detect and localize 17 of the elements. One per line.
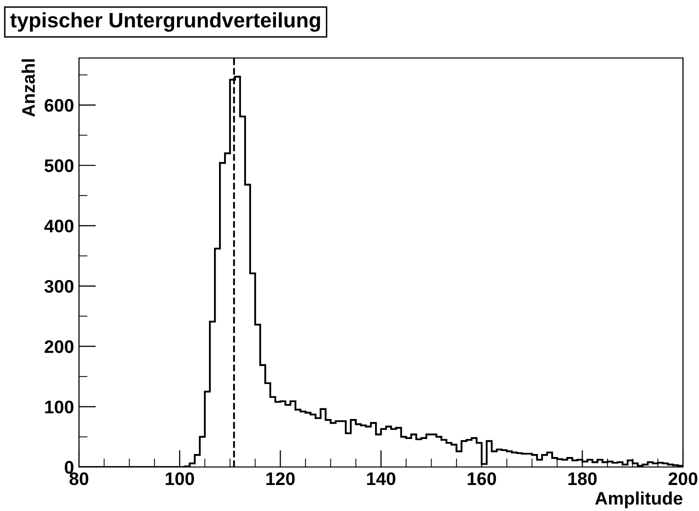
y-tick-label: 100 — [45, 400, 74, 414]
x-tick-label: 80 — [70, 472, 88, 486]
y-tick-label: 600 — [44, 98, 74, 112]
y-tick-label: 0 — [64, 460, 74, 474]
x-tick-label: 160 — [468, 472, 496, 486]
chart-title: typischer Untergrundverteilung — [10, 12, 320, 32]
x-tick-label: 120 — [266, 472, 295, 486]
y-axis-title: Anzahl — [22, 59, 35, 117]
x-tick-label: 100 — [166, 472, 194, 486]
x-tick-label: 140 — [367, 472, 396, 486]
y-tick-label: 300 — [44, 280, 74, 293]
x-tick-label: 180 — [568, 472, 597, 486]
x-tick-label: 200 — [668, 472, 698, 486]
y-tick-label: 500 — [44, 159, 74, 172]
x-axis-title: Amplitude — [595, 491, 682, 508]
y-tick-label: 400 — [44, 220, 74, 232]
y-tick-label: 200 — [44, 340, 74, 354]
